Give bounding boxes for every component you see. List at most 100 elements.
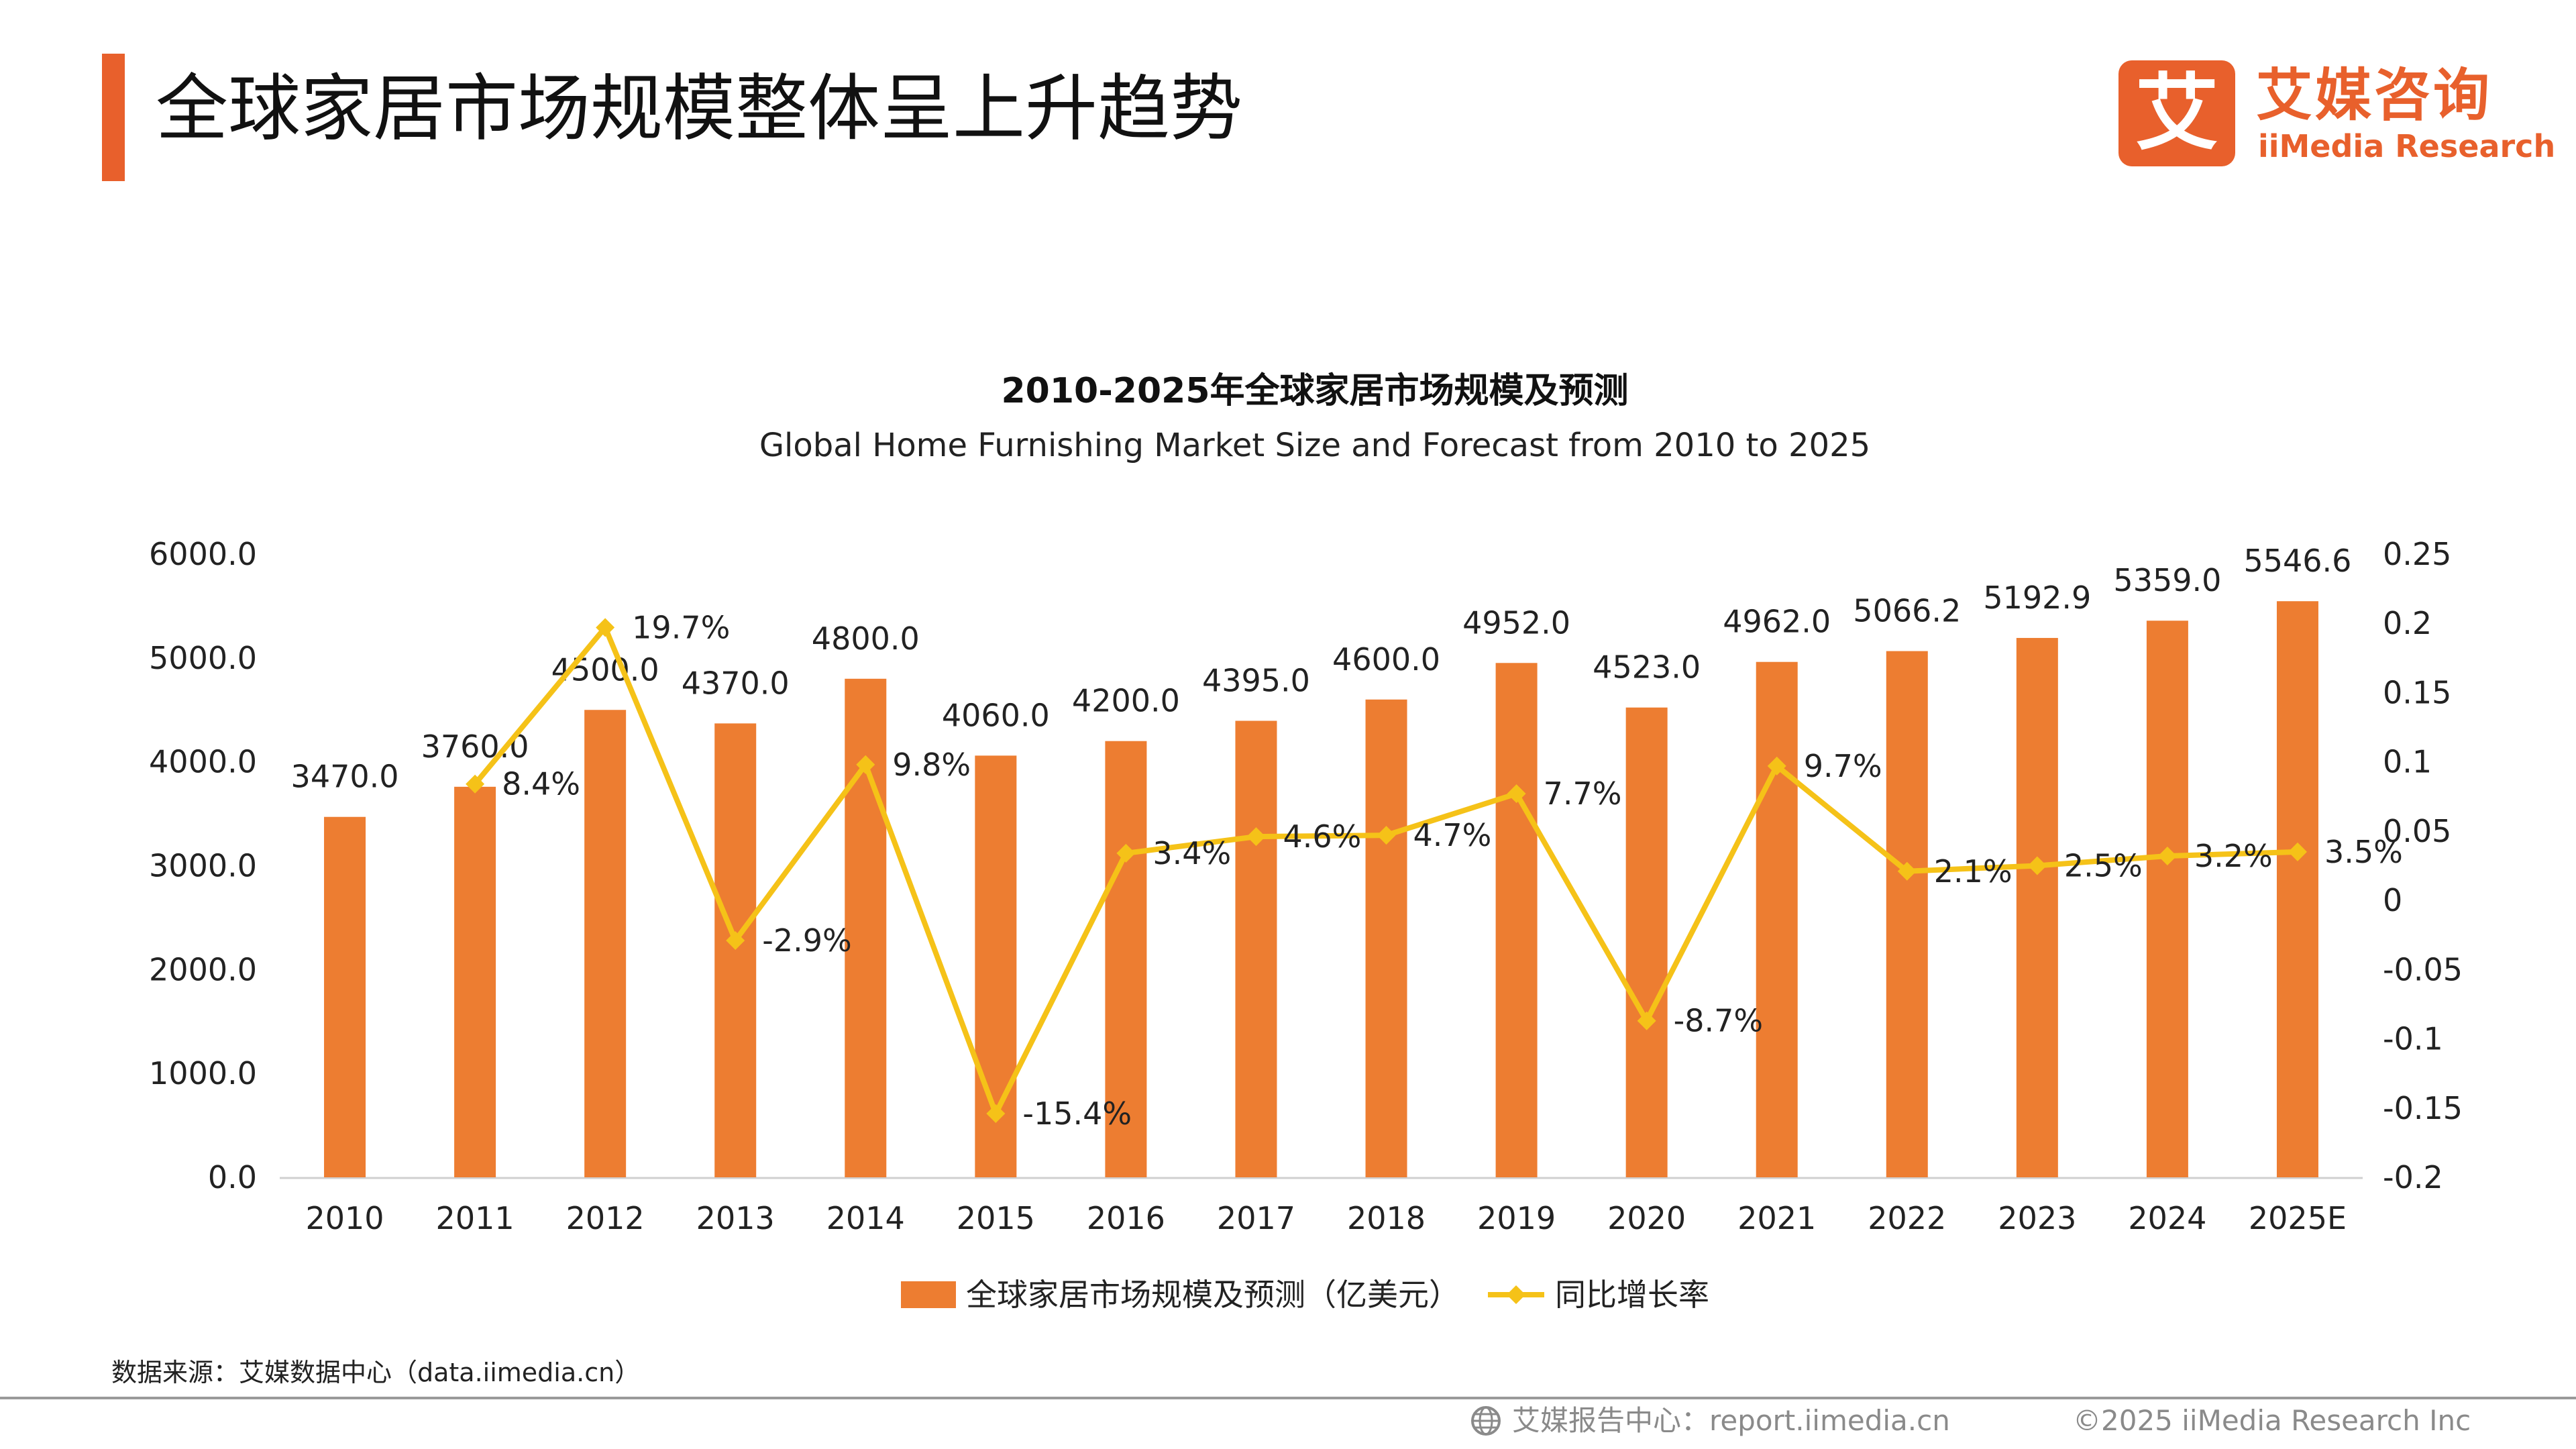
y-left-tick-label: 1000.0 <box>149 1055 257 1091</box>
x-tick-label: 2013 <box>696 1200 775 1236</box>
bar <box>2276 601 2318 1177</box>
x-tick-label: 2025E <box>2249 1200 2347 1236</box>
bar <box>2016 637 2058 1177</box>
bar <box>1235 720 1277 1177</box>
footer-divider <box>0 1397 2576 1399</box>
line-value-label: -8.7% <box>1674 1003 1763 1039</box>
y-right-tick-label: 0.15 <box>2383 674 2451 710</box>
bar <box>2146 621 2188 1177</box>
line-value-label: 9.8% <box>892 747 971 783</box>
logo-cn-name: 艾媒咨询 <box>2256 62 2493 128</box>
y-right-tick-label: -0.1 <box>2383 1021 2443 1057</box>
line-value-label: 3.4% <box>1152 835 1231 871</box>
bar <box>1365 699 1407 1177</box>
x-tick-label: 2024 <box>2128 1200 2206 1236</box>
footer-copyright: ©2025 iiMedia Research Inc <box>2073 1404 2471 1437</box>
bar-value-label: 4962.0 <box>1723 604 1831 640</box>
line-value-label: 3.2% <box>2194 838 2273 874</box>
bar <box>1625 707 1668 1177</box>
footer-report-site: 艾媒报告中心：report.iimedia.cn <box>1469 1401 1950 1441</box>
combo-chart: 0.0 1000.0 2000.0 3000.0 4000.0 5000.0 6000.0 -… <box>149 536 2463 1313</box>
line-point <box>1507 784 1526 804</box>
line-point <box>1767 756 1786 775</box>
x-tick-label: 2016 <box>1087 1200 1165 1236</box>
y-left-tick-label: 0.0 <box>208 1159 257 1195</box>
line-point <box>726 930 745 950</box>
line-point <box>986 1104 1006 1124</box>
company-logo: 艾 艾媒咨询 iiMedia Research <box>2118 60 2555 168</box>
data-source: 数据来源：艾媒数据中心（data.iimedia.cn） <box>111 1358 641 1387</box>
footer-report-text: 艾媒报告中心：report.iimedia.cn <box>1512 1404 1950 1437</box>
x-tick-label: 2010 <box>305 1200 384 1236</box>
line-value-label: -2.9% <box>762 922 851 959</box>
bar-value-label: 4395.0 <box>1202 663 1310 699</box>
x-tick-label: 2022 <box>1868 1200 1946 1236</box>
logo-badge: 艾 <box>2118 60 2235 166</box>
y-left-tick-label: 2000.0 <box>149 951 257 987</box>
legend-bar-swatch <box>901 1281 956 1308</box>
y-left-tick-label: 4000.0 <box>149 744 257 780</box>
line-value-label: 3.5% <box>2324 834 2403 870</box>
x-tick-label: 2021 <box>1737 1200 1816 1236</box>
title-accent-bar <box>102 54 125 181</box>
x-tick-label: 2017 <box>1217 1200 1295 1236</box>
line-value-label: 2.5% <box>2064 848 2143 884</box>
line-value-label: 8.4% <box>502 766 580 802</box>
y-right-tick-label: 0.1 <box>2383 744 2432 780</box>
legend-line-label: 同比增长率 <box>1555 1277 1709 1313</box>
y-right-tick-label: 0.25 <box>2383 536 2451 572</box>
line-point <box>1116 843 1136 863</box>
line-point <box>466 774 485 794</box>
line-point <box>1246 827 1266 847</box>
logo-en-name: iiMedia Research <box>2258 128 2556 164</box>
x-tick-label: 2019 <box>1477 1200 1556 1236</box>
bar <box>1886 651 1928 1177</box>
line-value-label: -15.4% <box>1022 1095 1132 1132</box>
y-left-tick-label: 3000.0 <box>149 848 257 884</box>
legend-line-marker <box>1507 1285 1525 1304</box>
bar-value-label: 4952.0 <box>1462 604 1570 641</box>
line-value-label: 4.7% <box>1413 817 1492 853</box>
x-tick-label: 2014 <box>826 1200 905 1236</box>
line-point <box>2157 847 2177 866</box>
line-value-label: 4.6% <box>1283 818 1361 855</box>
chart-subtitle: Global Home Furnishing Market Size and F… <box>759 427 1871 464</box>
line-value-label: 7.7% <box>1544 775 1622 812</box>
x-tick-label: 2018 <box>1347 1200 1426 1236</box>
globe-icon <box>1471 1406 1501 1436</box>
bar-value-label: 4523.0 <box>1593 649 1701 686</box>
x-tick-label: 2020 <box>1607 1200 1686 1236</box>
bar <box>1495 663 1538 1177</box>
line-point <box>856 755 875 774</box>
y-left-tick-label: 5000.0 <box>149 640 257 676</box>
line-point <box>1377 826 1396 845</box>
line-point <box>2027 856 2047 875</box>
x-tick-label: 2023 <box>1998 1200 2076 1236</box>
y-left-tick-label: 6000.0 <box>149 536 257 572</box>
y-right-tick-label: -0.05 <box>2383 951 2463 987</box>
page-title: 全球家居市场规模整体呈上升趋势 <box>156 67 1243 151</box>
y-right-tick-label: -0.2 <box>2383 1159 2443 1195</box>
bar <box>1105 741 1147 1177</box>
bar-value-label: 4600.0 <box>1332 641 1440 678</box>
bar-value-label: 5066.2 <box>1853 593 1961 629</box>
bar <box>324 816 366 1177</box>
line-value-label: 9.7% <box>1804 748 1882 784</box>
legend-bar-label: 全球家居市场规模及预测（亿美元） <box>966 1277 1460 1313</box>
bar <box>454 786 496 1177</box>
x-tick-label: 2012 <box>566 1200 645 1236</box>
line-point <box>2288 842 2307 861</box>
bar <box>714 723 757 1177</box>
x-tick-label: 2011 <box>436 1200 515 1236</box>
y-right-tick-label: 0.2 <box>2383 605 2432 641</box>
bar-value-label: 4200.0 <box>1072 683 1180 719</box>
bar-value-label: 3760.0 <box>421 729 529 765</box>
bar-value-label: 5546.6 <box>2243 543 2351 579</box>
line-value-label: 2.1% <box>1934 853 2012 890</box>
bar-value-label: 5192.9 <box>1983 580 2091 616</box>
bar <box>1756 661 1798 1177</box>
bar-value-label: 4370.0 <box>682 665 790 701</box>
bar-value-label: 5359.0 <box>2113 562 2221 598</box>
line-point <box>1637 1011 1656 1030</box>
x-tick-label: 2015 <box>957 1200 1035 1236</box>
